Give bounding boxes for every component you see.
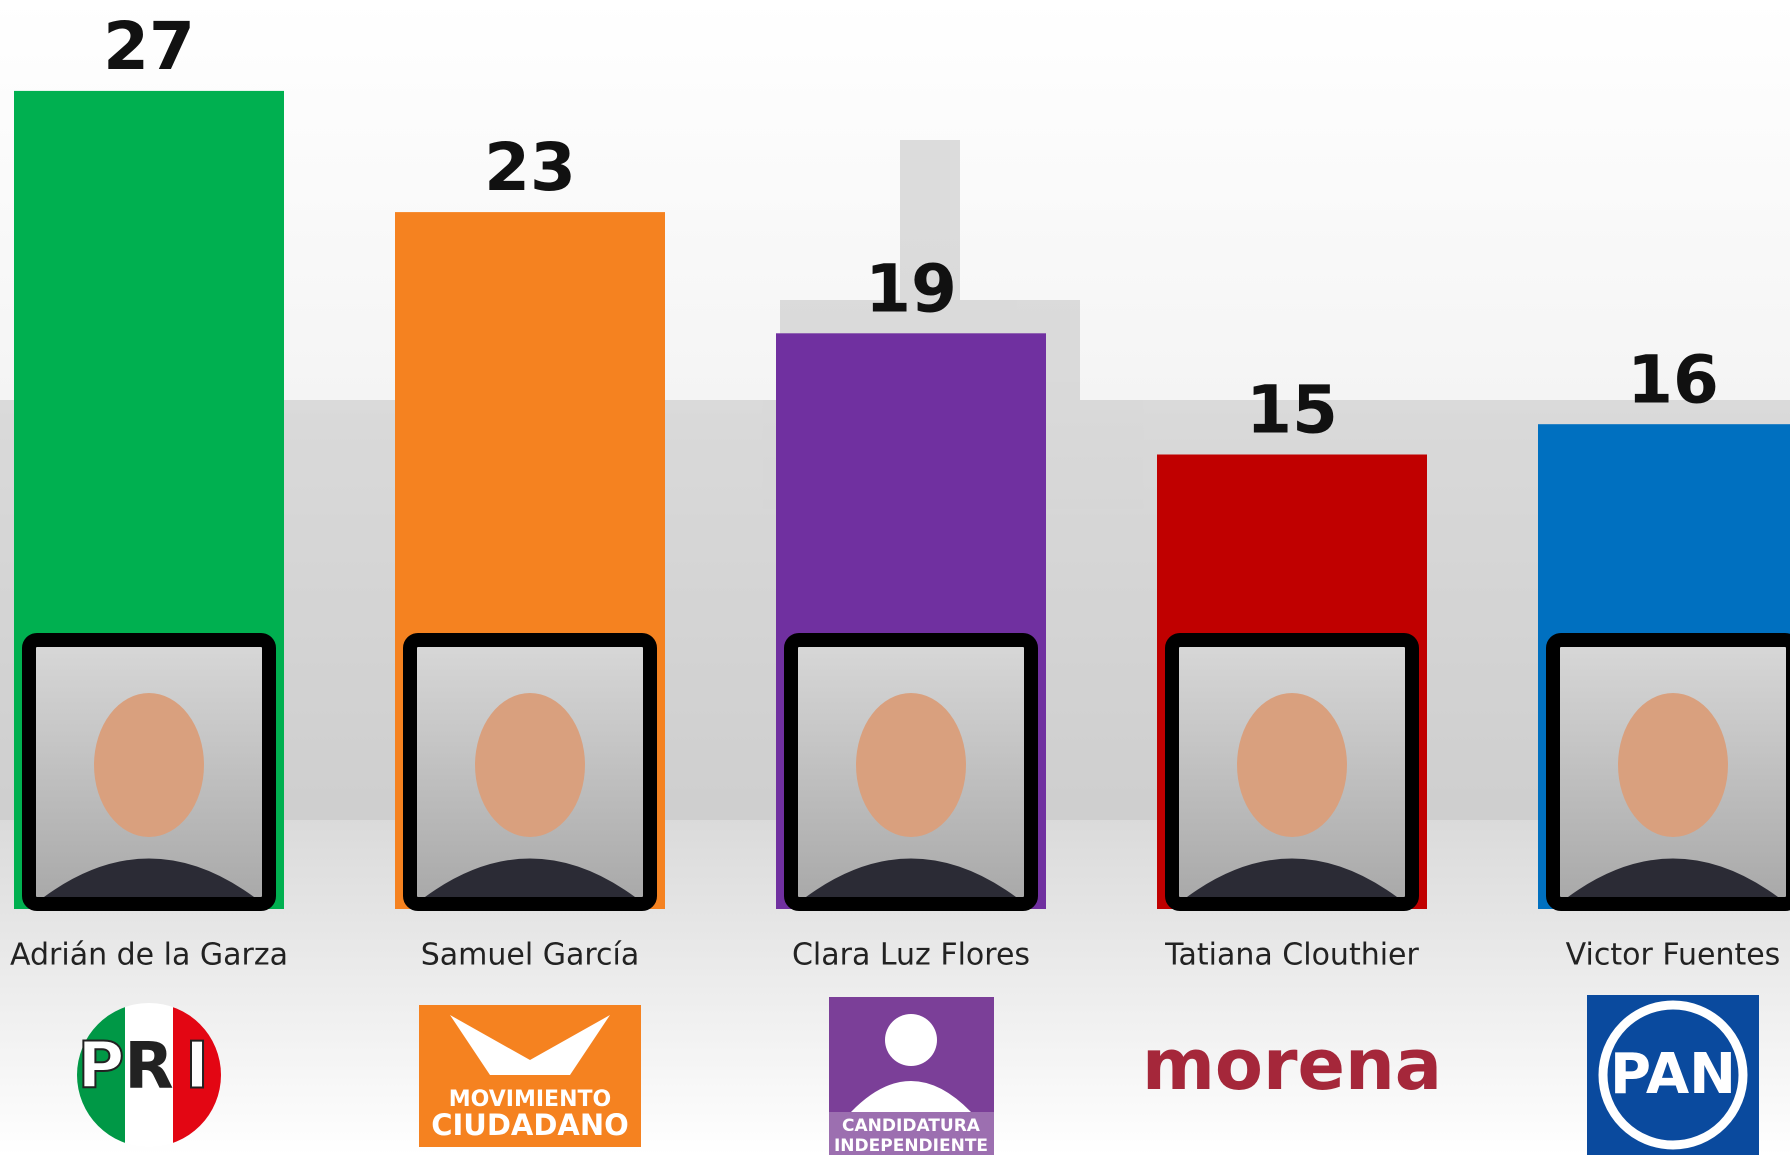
category-label: Adrián de la Garza	[10, 938, 288, 973]
category-label: Victor Fuentes	[1566, 938, 1781, 973]
logo-text: R	[124, 1030, 173, 1104]
value-label: 15	[1246, 372, 1338, 449]
value-label: 19	[865, 250, 957, 327]
photo-body	[44, 858, 254, 897]
mc-logo	[419, 1005, 641, 1147]
logo-text: I	[185, 1030, 209, 1104]
category-label: Tatiana Clouthier	[1164, 938, 1419, 973]
photo-face	[475, 693, 585, 837]
logo-text: INDEPENDIENTE	[834, 1136, 988, 1155]
value-label: 27	[103, 8, 195, 85]
logo-text: CANDIDATURA	[842, 1116, 981, 1136]
morena-logo: morena	[1142, 1024, 1442, 1106]
pan-logo	[1587, 995, 1759, 1155]
photo-face	[1237, 693, 1347, 837]
mc-eagle	[450, 1015, 610, 1075]
photo-body	[1187, 858, 1397, 897]
logo-text: PAN	[1610, 1042, 1736, 1107]
photo-face	[856, 693, 966, 837]
photo-body	[425, 858, 635, 897]
pan-ring	[1598, 1000, 1748, 1150]
photo-face	[94, 693, 204, 837]
silhouette-body	[851, 1081, 971, 1112]
silhouette-head	[885, 1014, 937, 1066]
photo-face	[1618, 693, 1728, 837]
photo-body	[1568, 858, 1778, 897]
stripe	[125, 1003, 173, 1147]
photo-body	[806, 858, 1016, 897]
logo-band	[829, 1112, 994, 1155]
logo-text: MOVIMIENTO	[449, 1087, 611, 1112]
category-label: Samuel García	[421, 938, 640, 973]
logo-text: CIUDADANO	[431, 1108, 629, 1142]
logo-text: P	[78, 1030, 125, 1104]
value-label: 23	[484, 129, 576, 206]
category-label: Clara Luz Flores	[792, 938, 1030, 973]
value-label: 16	[1627, 341, 1719, 418]
